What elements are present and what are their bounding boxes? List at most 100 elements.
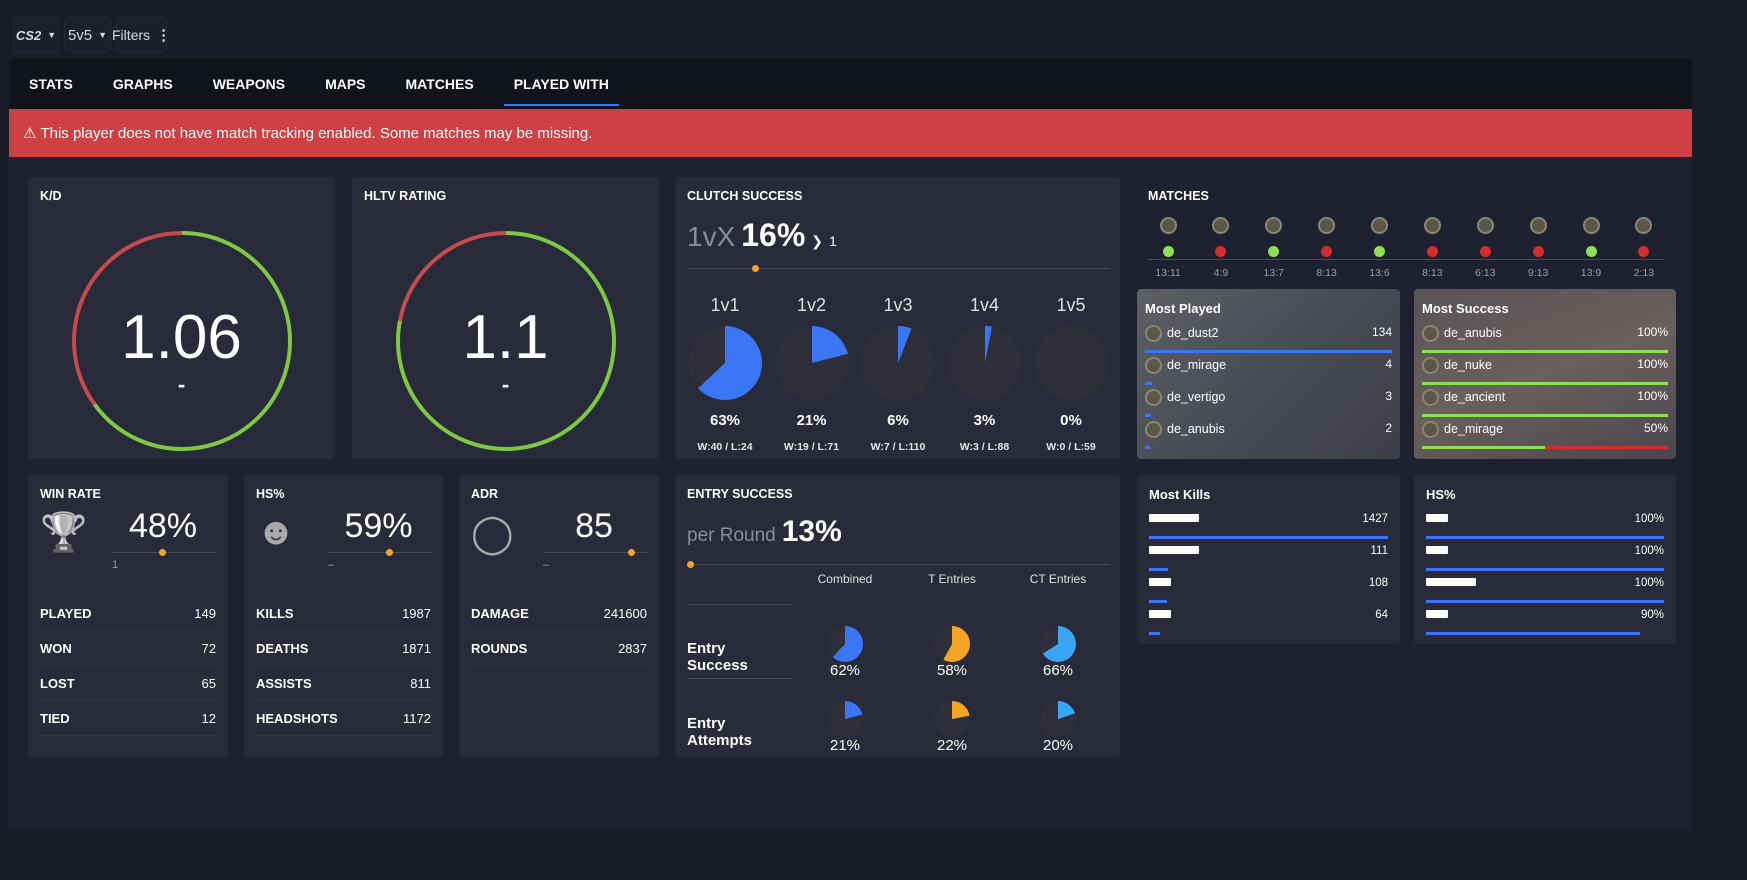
weapon-bar: [1426, 568, 1664, 571]
weapon-bar: [1149, 568, 1168, 571]
map-name: de_anubis: [1444, 325, 1502, 340]
clutch-item: 1v2 21% W:19 / L:71: [774, 295, 850, 453]
entry-col-header: Combined: [817, 572, 873, 586]
map-row: de_ancient 100%: [1422, 387, 1668, 419]
ak47-icon: [1149, 546, 1199, 554]
banner-text: This player does not have match tracking…: [40, 124, 593, 142]
map-bar: [1145, 446, 1150, 449]
match-item[interactable]: 13:9: [1571, 217, 1611, 279]
stat-label: HEADSHOTS: [256, 710, 338, 726]
clutch-item: 1v3 6% W:7 / L:110: [860, 295, 936, 453]
winrate-change: 1: [112, 559, 119, 571]
clutch-pie: [947, 326, 1022, 400]
clutch-pie: [774, 326, 849, 400]
weapon-bar: [1426, 632, 1641, 635]
match-score: 13:7: [1263, 267, 1284, 279]
most-played-title: Most Played: [1145, 301, 1221, 316]
clutch-change: 1: [829, 233, 837, 249]
most-success-card: Most Success de_anubis 100% de_nuke 100% de_…: [1414, 289, 1676, 459]
stat-row: KILLS 1987: [256, 596, 431, 631]
kd-card: K/D 1.06 -: [28, 177, 335, 459]
tab-maps[interactable]: MAPS: [325, 76, 366, 92]
adr-value: 85: [575, 507, 613, 545]
weapon-bar: [1149, 600, 1168, 603]
entry-value: 13%: [781, 515, 842, 548]
stat-value: 1987: [402, 605, 431, 621]
winrate-marker: [158, 549, 166, 556]
map-name: de_dust2: [1167, 325, 1219, 340]
stat-value: 2837: [618, 640, 647, 656]
map-icon: [1423, 217, 1441, 234]
hs-weapons-title: HS%: [1426, 487, 1456, 502]
most-success-title: Most Success: [1422, 301, 1509, 316]
adr-ring-icon: ◯: [471, 513, 514, 555]
m4a1-icon: [1426, 578, 1476, 586]
match-item[interactable]: 4:9: [1201, 217, 1241, 279]
success-bar: [1422, 350, 1668, 353]
map-name: de_ancient: [1444, 389, 1506, 404]
filters-button[interactable]: Filters ⋮: [112, 17, 171, 53]
match-item[interactable]: 13:7: [1254, 217, 1294, 279]
entry-pie: [934, 626, 970, 662]
weapon-row: 64: [1149, 605, 1388, 637]
stat-label: DAMAGE: [471, 605, 529, 621]
match-score: 6:13: [1475, 267, 1496, 279]
match-score: 8:13: [1422, 267, 1443, 279]
tab-matches[interactable]: MATCHES: [405, 76, 474, 92]
clutch-title: CLUTCH SUCCESS: [687, 189, 803, 203]
entry-pct: 58%: [936, 662, 968, 679]
matches-section: MATCHES 13:11 4:9 13:7 8:13 13:6 8:13 6:13 9:13…: [1136, 177, 1691, 287]
deagle-icon: [1149, 578, 1171, 586]
match-item[interactable]: 8:13: [1412, 217, 1452, 279]
match-item[interactable]: 9:13: [1518, 217, 1558, 279]
stat-value: 149: [194, 605, 216, 621]
mode-select[interactable]: 5v5 ▼: [64, 17, 111, 53]
caret-down-icon: ▼: [98, 30, 108, 40]
stat-label: WON: [40, 640, 72, 656]
tab-weapons[interactable]: WEAPONS: [212, 76, 286, 92]
stat-label: PLAYED: [40, 605, 92, 621]
match-item[interactable]: 13:6: [1360, 217, 1400, 279]
match-item[interactable]: 2:13: [1624, 217, 1664, 279]
map-icon: [1159, 217, 1177, 234]
p2000-icon: [1426, 610, 1448, 618]
winrate-card: WIN RATE 🏆 48% 1 PLAYED 149 WON 72 LOST 65 TIED 12: [28, 475, 228, 757]
map-icon: [1529, 217, 1547, 234]
entry-pie: [827, 701, 863, 737]
success-bar: [1422, 382, 1668, 385]
tab-stats[interactable]: STATS: [29, 76, 73, 92]
clutch-pie: [861, 326, 935, 400]
map-icon: [1582, 217, 1600, 234]
match-item[interactable]: 6:13: [1465, 217, 1505, 279]
clutch-pie: [1034, 326, 1108, 400]
more-vertical-icon: ⋮: [156, 27, 172, 44]
map-icon: [1422, 325, 1439, 342]
clutch-pct: 6%: [887, 412, 909, 429]
loss-dot: [1638, 246, 1650, 257]
map-name: de_mirage: [1167, 357, 1227, 372]
tab-played-with[interactable]: PLAYED WITH: [494, 59, 629, 109]
entry-pct: 66%: [1042, 662, 1074, 679]
entry-col-header: T Entries: [928, 572, 976, 586]
clutch-pct: 21%: [796, 412, 827, 429]
clutch-prefix: 1vX: [687, 221, 736, 252]
clutch-wl: W:0 / L:59: [1046, 441, 1096, 453]
game-select[interactable]: CS2 ▼: [13, 17, 59, 53]
clutch-card: CLUTCH SUCCESS 1vX 16% ❯ 1 1v1 63% W:40 / L…: [675, 177, 1120, 459]
match-item[interactable]: 13:11: [1148, 217, 1188, 279]
most-kills-card: Most Kills 1427 111 108 64: [1137, 475, 1400, 644]
tab-graphs[interactable]: GRAPHS: [112, 76, 173, 92]
success-bar: [1422, 446, 1668, 449]
trophy-icon: 🏆: [40, 512, 88, 554]
hs-value: 59%: [344, 507, 413, 545]
hltv-card: HLTV RATING 1.1 -: [352, 177, 659, 459]
match-score: 13:11: [1155, 267, 1181, 279]
match-item[interactable]: 8:13: [1307, 217, 1347, 279]
weapon-row: 100%: [1426, 573, 1664, 605]
awp-icon: [1149, 514, 1199, 522]
clutch-item: 1v1 63% W:40 / L:24: [687, 295, 763, 453]
stat-value: 811: [410, 675, 431, 691]
map-bar: [1145, 414, 1151, 417]
kd-change: -: [177, 372, 186, 397]
clutch-label: 1v2: [796, 295, 827, 315]
